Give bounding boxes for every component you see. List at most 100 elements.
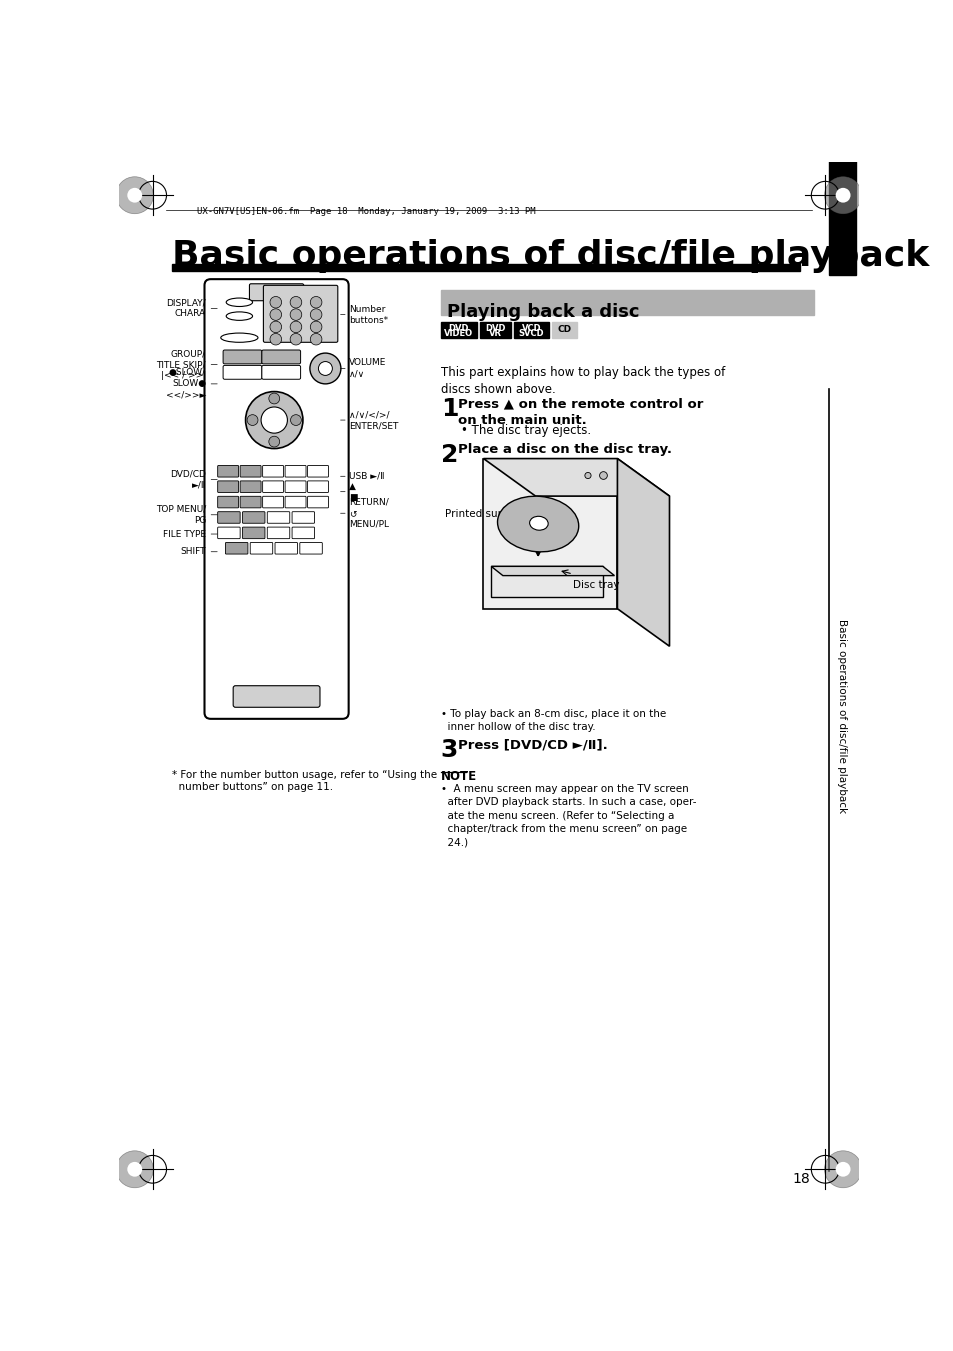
Text: CD: CD bbox=[558, 326, 572, 335]
Circle shape bbox=[269, 436, 279, 447]
FancyBboxPatch shape bbox=[274, 543, 297, 554]
FancyBboxPatch shape bbox=[217, 527, 240, 539]
FancyBboxPatch shape bbox=[262, 481, 283, 493]
FancyBboxPatch shape bbox=[261, 365, 300, 380]
FancyBboxPatch shape bbox=[307, 466, 328, 477]
Circle shape bbox=[116, 177, 153, 213]
Circle shape bbox=[127, 188, 142, 203]
FancyBboxPatch shape bbox=[240, 466, 261, 477]
Bar bbox=[440, 290, 814, 315]
Circle shape bbox=[270, 296, 281, 308]
FancyBboxPatch shape bbox=[263, 285, 337, 342]
Text: GROUP/
TITLE SKIP/
|<< / >>|: GROUP/ TITLE SKIP/ |<< / >>| bbox=[156, 349, 206, 380]
FancyBboxPatch shape bbox=[242, 527, 265, 539]
FancyBboxPatch shape bbox=[223, 350, 261, 363]
Bar bbox=[483, 458, 617, 609]
Text: Printed surface: Printed surface bbox=[444, 508, 523, 519]
Ellipse shape bbox=[220, 334, 257, 342]
Ellipse shape bbox=[226, 299, 253, 307]
Text: Playing back a disc: Playing back a disc bbox=[447, 303, 639, 322]
Circle shape bbox=[290, 334, 301, 345]
Text: Number
buttons*: Number buttons* bbox=[348, 304, 387, 324]
FancyBboxPatch shape bbox=[307, 496, 328, 508]
Circle shape bbox=[835, 188, 850, 203]
FancyBboxPatch shape bbox=[204, 280, 348, 719]
Text: TOP MENU/
PG: TOP MENU/ PG bbox=[155, 505, 206, 524]
Polygon shape bbox=[491, 566, 602, 597]
Text: NOTE: NOTE bbox=[440, 770, 476, 784]
FancyBboxPatch shape bbox=[240, 496, 261, 508]
FancyBboxPatch shape bbox=[249, 284, 303, 301]
FancyBboxPatch shape bbox=[261, 350, 300, 363]
Bar bbox=[440, 323, 476, 338]
Ellipse shape bbox=[226, 312, 253, 320]
FancyBboxPatch shape bbox=[223, 365, 261, 380]
Text: DVD: DVD bbox=[484, 324, 505, 332]
Text: Place a disc on the disc tray.: Place a disc on the disc tray. bbox=[457, 443, 671, 457]
FancyBboxPatch shape bbox=[292, 512, 314, 523]
FancyBboxPatch shape bbox=[285, 496, 306, 508]
Text: • The disc tray ejects.: • The disc tray ejects. bbox=[460, 424, 591, 436]
Text: Basic operations of disc/file playback: Basic operations of disc/file playback bbox=[172, 239, 928, 273]
FancyBboxPatch shape bbox=[285, 481, 306, 493]
Circle shape bbox=[270, 334, 281, 345]
Circle shape bbox=[310, 353, 340, 384]
Text: ●SLOW/
SLOW●
<</>>►: ●SLOW/ SLOW● <</>>► bbox=[166, 369, 206, 400]
Text: Disc tray: Disc tray bbox=[573, 580, 618, 590]
Text: UX-GN7V[US]EN-06.fm  Page 18  Monday, January 19, 2009  3:13 PM: UX-GN7V[US]EN-06.fm Page 18 Monday, Janu… bbox=[196, 207, 535, 216]
Text: FILE TYPE: FILE TYPE bbox=[163, 530, 206, 539]
Circle shape bbox=[310, 334, 321, 345]
Text: Press [DVD/CD ►/Ⅱ].: Press [DVD/CD ►/Ⅱ]. bbox=[457, 738, 607, 751]
Circle shape bbox=[116, 1151, 153, 1188]
Circle shape bbox=[584, 473, 591, 478]
FancyBboxPatch shape bbox=[217, 512, 240, 523]
Text: 1: 1 bbox=[440, 397, 457, 422]
Ellipse shape bbox=[497, 496, 578, 551]
Text: SVCD: SVCD bbox=[518, 330, 544, 338]
Circle shape bbox=[290, 296, 301, 308]
Circle shape bbox=[245, 392, 303, 449]
Text: VOLUME
∧/∨: VOLUME ∧/∨ bbox=[348, 358, 386, 378]
Circle shape bbox=[835, 1162, 850, 1177]
FancyBboxPatch shape bbox=[233, 686, 319, 708]
Text: •  A menu screen may appear on the TV screen
  after DVD playback starts. In suc: • A menu screen may appear on the TV scr… bbox=[440, 785, 696, 847]
Bar bbox=[552, 323, 577, 338]
Circle shape bbox=[310, 296, 321, 308]
Bar bbox=[513, 323, 549, 338]
Circle shape bbox=[599, 471, 607, 480]
Circle shape bbox=[290, 322, 301, 332]
FancyBboxPatch shape bbox=[292, 527, 314, 539]
Polygon shape bbox=[483, 458, 669, 496]
Bar bbox=[828, 161, 856, 276]
Bar bbox=[172, 263, 799, 272]
Text: ▲
■: ▲ ■ bbox=[348, 481, 356, 501]
Bar bbox=[479, 323, 510, 338]
Text: DISPLAY/
CHARA: DISPLAY/ CHARA bbox=[166, 299, 206, 319]
FancyBboxPatch shape bbox=[217, 466, 238, 477]
Text: DVD/CD
►/Ⅱ: DVD/CD ►/Ⅱ bbox=[170, 469, 206, 489]
Text: VR: VR bbox=[488, 330, 501, 338]
Ellipse shape bbox=[529, 516, 548, 530]
Text: VCD: VCD bbox=[521, 324, 540, 332]
FancyBboxPatch shape bbox=[262, 466, 283, 477]
Text: 3: 3 bbox=[440, 738, 457, 762]
Circle shape bbox=[290, 309, 301, 320]
Text: VIDEO: VIDEO bbox=[444, 330, 473, 338]
FancyBboxPatch shape bbox=[285, 466, 306, 477]
Text: 2: 2 bbox=[440, 443, 457, 467]
FancyBboxPatch shape bbox=[225, 543, 248, 554]
Polygon shape bbox=[617, 458, 669, 646]
Circle shape bbox=[291, 415, 301, 426]
Circle shape bbox=[270, 309, 281, 320]
Circle shape bbox=[318, 362, 332, 376]
Circle shape bbox=[310, 309, 321, 320]
Circle shape bbox=[247, 415, 257, 426]
Text: This part explains how to play back the types of
discs shown above.: This part explains how to play back the … bbox=[440, 366, 724, 396]
Text: • To play back an 8-cm disc, place it on the
  inner hollow of the disc tray.: • To play back an 8-cm disc, place it on… bbox=[440, 709, 665, 732]
Polygon shape bbox=[491, 566, 614, 576]
Circle shape bbox=[261, 407, 287, 434]
Circle shape bbox=[270, 322, 281, 332]
FancyBboxPatch shape bbox=[307, 481, 328, 493]
Circle shape bbox=[310, 322, 321, 332]
FancyBboxPatch shape bbox=[267, 527, 290, 539]
